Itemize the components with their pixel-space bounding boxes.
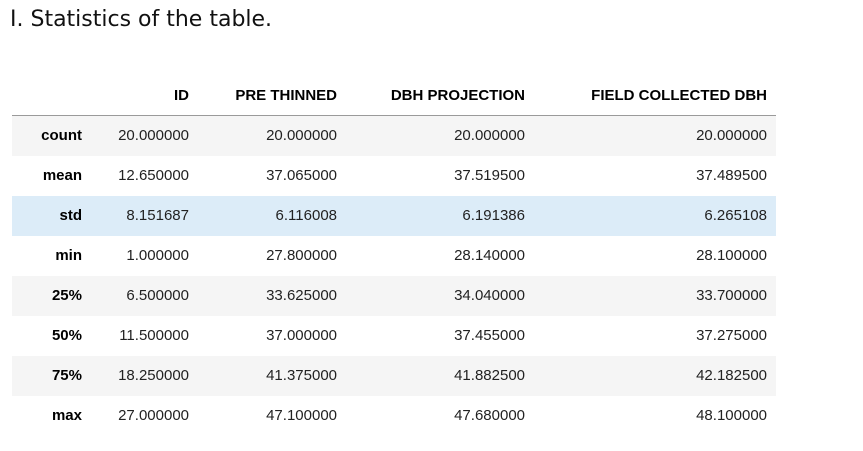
table-row: 50% 11.500000 37.000000 37.455000 37.275… bbox=[12, 316, 776, 356]
table-cell: 27.800000 bbox=[266, 247, 337, 264]
table-cell: 20.000000 bbox=[266, 127, 337, 144]
table-cell: 34.040000 bbox=[454, 287, 525, 304]
table-cell: 47.100000 bbox=[266, 407, 337, 424]
table-cell: 1.000000 bbox=[126, 247, 189, 264]
header-row: ID PRE THINNED DBH PROJECTION FIELD COLL… bbox=[12, 77, 776, 116]
table-cell: 47.680000 bbox=[454, 407, 525, 424]
table-row: count 20.000000 20.000000 20.000000 20.0… bbox=[12, 115, 776, 156]
table-row: max 27.000000 47.100000 47.680000 48.100… bbox=[12, 396, 776, 436]
table-row: 75% 18.250000 41.375000 41.882500 42.182… bbox=[12, 356, 776, 396]
table-cell: 11.500000 bbox=[119, 327, 189, 344]
table-cell: 48.100000 bbox=[696, 407, 767, 424]
table-cell: 20.000000 bbox=[454, 127, 525, 144]
table-cell: 28.140000 bbox=[454, 247, 525, 264]
table-body: count 20.000000 20.000000 20.000000 20.0… bbox=[12, 115, 776, 436]
table-cell: 27.000000 bbox=[118, 407, 189, 424]
page-heading: I. Statistics of the table. bbox=[10, 7, 273, 32]
row-label: mean bbox=[42, 167, 82, 184]
table-cell: 20.000000 bbox=[696, 127, 767, 144]
table-cell: 6.191386 bbox=[462, 207, 525, 224]
table-cell: 28.100000 bbox=[696, 247, 767, 264]
table-row: min 1.000000 27.800000 28.140000 28.1000… bbox=[12, 236, 776, 276]
table-cell: 33.625000 bbox=[266, 287, 337, 304]
table-row-highlighted: std 8.151687 6.116008 6.191386 6.265108 bbox=[12, 196, 776, 236]
table-cell: 18.250000 bbox=[118, 367, 189, 384]
table-cell: 6.500000 bbox=[126, 287, 189, 304]
column-header-id: ID bbox=[91, 77, 198, 116]
table-cell: 37.065000 bbox=[266, 167, 337, 184]
table-cell: 37.000000 bbox=[266, 327, 337, 344]
table-cell: 8.151687 bbox=[126, 207, 189, 224]
table-cell: 37.455000 bbox=[454, 327, 525, 344]
table-cell: 33.700000 bbox=[696, 287, 767, 304]
row-label: max bbox=[51, 407, 82, 424]
row-label: 75% bbox=[51, 367, 82, 384]
table-cell: 20.000000 bbox=[118, 127, 189, 144]
table-cell: 37.275000 bbox=[696, 327, 767, 344]
table-row: mean 12.650000 37.065000 37.519500 37.48… bbox=[12, 156, 776, 196]
table-cell: 6.265108 bbox=[704, 207, 767, 224]
row-label: 25% bbox=[51, 287, 82, 304]
row-label: count bbox=[41, 127, 82, 144]
table-cell: 6.116008 bbox=[275, 207, 337, 224]
column-header-pre-thinned: PRE THINNED bbox=[198, 77, 346, 116]
row-label: min bbox=[55, 247, 82, 264]
table-cell: 12.650000 bbox=[118, 167, 189, 184]
row-label: 50% bbox=[51, 327, 82, 344]
column-header-dbh-projection: DBH PROJECTION bbox=[346, 77, 534, 116]
row-label: std bbox=[59, 207, 83, 224]
table-cell: 41.375000 bbox=[266, 367, 337, 384]
table-header: ID PRE THINNED DBH PROJECTION FIELD COLL… bbox=[12, 77, 776, 116]
table-cell: 37.489500 bbox=[696, 167, 767, 184]
column-header-field-collected-dbh: FIELD COLLECTED DBH bbox=[534, 77, 776, 116]
table-cell: 37.519500 bbox=[454, 167, 525, 184]
statistics-table: ID PRE THINNED DBH PROJECTION FIELD COLL… bbox=[12, 77, 776, 436]
table-row: 25% 6.500000 33.625000 34.040000 33.7000… bbox=[12, 276, 776, 316]
table-cell: 41.882500 bbox=[454, 367, 525, 384]
column-header-index bbox=[12, 77, 91, 116]
table-cell: 42.182500 bbox=[696, 367, 767, 384]
